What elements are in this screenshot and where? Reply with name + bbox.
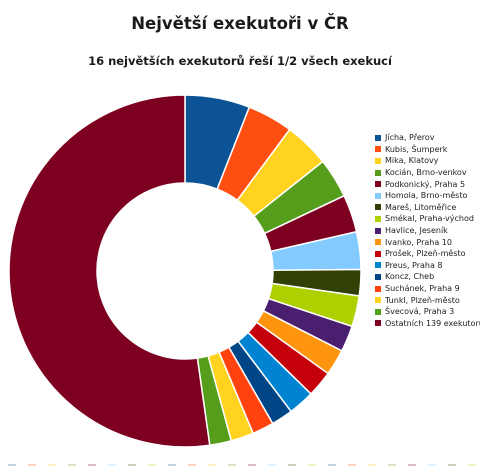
legend-label: Švecová, Praha 3 <box>385 307 455 317</box>
footer-dash <box>108 464 116 466</box>
legend-label: Prošek, Plzeň-město <box>385 249 466 259</box>
footer-dash <box>88 464 96 466</box>
footer-dash <box>228 464 236 466</box>
legend-swatch <box>375 157 381 164</box>
legend-label: Homola, Brno-město <box>385 191 468 201</box>
footer-dash <box>68 464 76 466</box>
footer-dash <box>8 464 16 466</box>
legend-label: Jícha, Přerov <box>385 133 435 143</box>
chart-subtitle: 16 největších exekutorů řeší 1/2 všech e… <box>88 54 392 68</box>
legend-label: Mareš, Litoměřice <box>385 202 457 212</box>
footer-dash <box>168 464 176 466</box>
legend-swatch <box>375 181 381 188</box>
footer-dash <box>468 464 476 466</box>
footer-dash <box>428 464 436 466</box>
legend-item: Kocián, Brno-venkov <box>375 167 480 179</box>
legend-label: Koncz, Cheb <box>385 272 435 282</box>
legend-item: Kubis, Šumperk <box>375 144 480 156</box>
legend-label: Havlice, Jeseník <box>385 226 448 236</box>
legend-item: Homola, Brno-město <box>375 190 480 202</box>
legend-label: Mika, Klatovy <box>385 156 439 166</box>
footer-dash <box>328 464 336 466</box>
legend-label: Smékal, Praha-východ <box>385 214 474 224</box>
footer-dash <box>148 464 156 466</box>
footer-dash <box>388 464 396 466</box>
legend-swatch <box>375 285 381 292</box>
legend-label: Kubis, Šumperk <box>385 144 448 154</box>
legend-swatch <box>375 192 381 199</box>
legend-label: Tunkl, Plzeň-město <box>385 295 460 305</box>
chart-legend: Jícha, Přerov Kubis, Šumperk Mika, Klatovy… <box>375 132 480 329</box>
legend-swatch <box>375 146 381 153</box>
legend-label: Preus, Praha 8 <box>385 260 443 270</box>
legend-item: Ostatních 139 exekutorů <box>375 318 480 330</box>
legend-swatch <box>375 169 381 176</box>
legend-label: Suchánek, Praha 9 <box>385 284 460 294</box>
footer-dash <box>288 464 296 466</box>
legend-item: Suchánek, Praha 9 <box>375 283 480 295</box>
footer-dash <box>348 464 356 466</box>
legend-swatch <box>375 262 381 269</box>
legend-swatch <box>375 204 381 211</box>
legend-item: Podkonický, Praha 5 <box>375 178 480 190</box>
legend-swatch <box>375 308 381 315</box>
footer-dash <box>408 464 416 466</box>
legend-swatch <box>375 250 381 257</box>
legend-swatch <box>375 215 381 222</box>
footer-dash <box>48 464 56 466</box>
legend-item: Švecová, Praha 3 <box>375 306 480 318</box>
legend-item: Preus, Praha 8 <box>375 260 480 272</box>
legend-item: Smékal, Praha-východ <box>375 213 480 225</box>
legend-item: Mika, Klatovy <box>375 155 480 167</box>
legend-label: Podkonický, Praha 5 <box>385 179 466 189</box>
footer-dash <box>208 464 216 466</box>
legend-swatch <box>375 134 381 141</box>
legend-label: Kocián, Brno-venkov <box>385 168 467 178</box>
footer-dash <box>248 464 256 466</box>
footer-decoration <box>8 464 476 466</box>
legend-label: Ostatních 139 exekutorů <box>385 318 480 328</box>
legend-item: Tunkl, Plzeň-město <box>375 294 480 306</box>
footer-dash <box>308 464 316 466</box>
legend-swatch <box>375 273 381 280</box>
footer-dash <box>448 464 456 466</box>
legend-item: Koncz, Cheb <box>375 271 480 283</box>
legend-swatch <box>375 239 381 246</box>
donut-slice-17 <box>8 94 211 448</box>
footer-dash <box>268 464 276 466</box>
legend-item: Jícha, Přerov <box>375 132 480 144</box>
legend-item: Mareš, Litoměřice <box>375 202 480 214</box>
legend-swatch <box>375 297 381 304</box>
footer-dash <box>128 464 136 466</box>
footer-dash <box>188 464 196 466</box>
legend-swatch <box>375 320 381 327</box>
legend-item: Prošek, Plzeň-město <box>375 248 480 260</box>
legend-swatch <box>375 227 381 234</box>
legend-label: Ivanko, Praha 10 <box>385 237 452 247</box>
footer-dash <box>28 464 36 466</box>
legend-item: Havlice, Jeseník <box>375 225 480 237</box>
legend-item: Ivanko, Praha 10 <box>375 236 480 248</box>
footer-dash <box>368 464 376 466</box>
chart-title: Největší exekutoři v ČR <box>131 14 349 33</box>
